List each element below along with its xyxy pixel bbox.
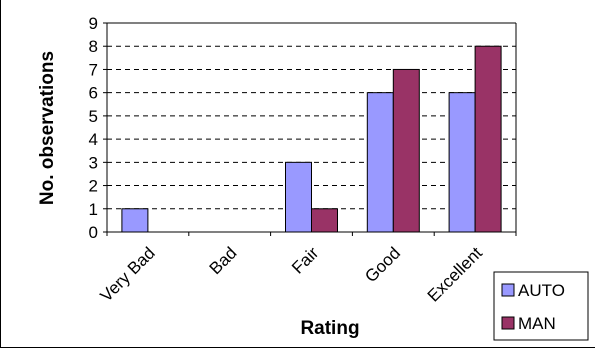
bar-man (312, 209, 338, 232)
bar-man (393, 69, 419, 232)
bar-auto (122, 209, 148, 232)
x-tick-label: Fair (288, 243, 322, 277)
legend-swatch-auto (502, 284, 514, 296)
y-tick-label: 2 (89, 177, 98, 196)
legend-label-man: MAN (518, 314, 556, 333)
y-axis-title: No. observations (37, 51, 58, 205)
x-tick-labels: Very Bad Bad Fair Good Excellent (97, 243, 487, 305)
legend-swatch-man (502, 317, 514, 329)
y-tick-label: 4 (89, 130, 98, 149)
x-tick-label: Excellent (424, 243, 486, 305)
y-tick-label: 6 (89, 84, 98, 103)
y-tick-label: 0 (89, 223, 98, 242)
bar-auto (449, 93, 475, 232)
y-tick-label: 3 (89, 153, 98, 172)
bar-man (475, 46, 501, 232)
y-tick-label: 9 (89, 14, 98, 33)
x-tick-label: Bad (206, 243, 241, 278)
y-tick-label: 8 (89, 37, 98, 56)
legend: AUTO MAN (494, 272, 588, 340)
x-tick-label: Very Bad (97, 243, 159, 305)
bar-auto (367, 93, 393, 232)
y-tick-label: 5 (89, 107, 98, 126)
legend-label-auto: AUTO (518, 281, 565, 300)
x-tick-label: Good (361, 243, 404, 286)
y-tick-labels: 0 1 2 3 4 5 6 7 8 9 (89, 14, 98, 242)
bar-auto (286, 162, 312, 232)
y-tick-label: 7 (89, 60, 98, 79)
x-axis-title: Rating (300, 318, 359, 339)
y-tick-label: 1 (89, 200, 98, 219)
